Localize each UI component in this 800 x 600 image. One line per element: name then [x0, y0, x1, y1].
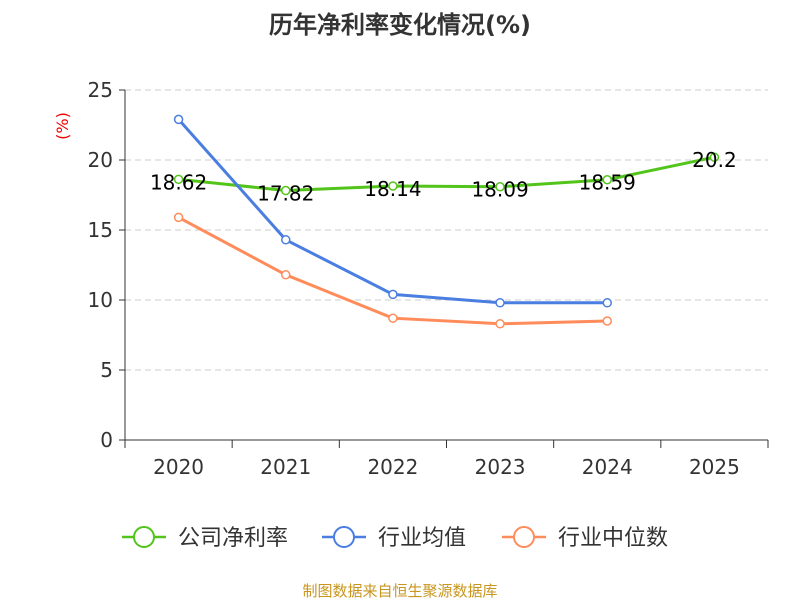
data-point — [388, 289, 398, 300]
data-point — [602, 174, 612, 185]
data-point — [281, 235, 291, 245]
y-tick-label: 15 — [88, 218, 113, 242]
data-point — [602, 316, 612, 326]
data-label: 18.59 — [579, 171, 636, 195]
x-tick-label: 2020 — [153, 455, 204, 479]
y-tick-label: 10 — [88, 288, 113, 312]
y-tick-label: 0 — [100, 428, 113, 452]
x-tick-label: 2024 — [582, 455, 633, 479]
x-tick-label: 2023 — [475, 455, 526, 479]
series-line-2 — [177, 216, 608, 326]
data-point — [281, 185, 291, 196]
x-tick-label: 2022 — [367, 455, 418, 479]
data-label: 17.82 — [257, 182, 314, 206]
data-point — [709, 152, 720, 162]
data-point — [173, 174, 184, 185]
y-tick-label: 20 — [88, 148, 113, 172]
data-point — [495, 319, 505, 329]
data-point — [388, 313, 398, 323]
data-label: 18.09 — [471, 178, 528, 202]
legend-label: 行业均值 — [378, 526, 466, 551]
data-point — [173, 212, 184, 223]
data-label: 20.2 — [692, 148, 737, 172]
legend-label: 公司净利率 — [178, 526, 288, 551]
y-tick-label: 25 — [88, 78, 113, 102]
data-point — [495, 298, 505, 308]
legend-marker — [513, 526, 535, 548]
data-point — [388, 181, 398, 191]
series-line-1 — [177, 118, 608, 305]
legend-marker — [333, 526, 355, 548]
data-point — [281, 270, 291, 280]
data-point — [173, 114, 184, 125]
data-label: 18.14 — [364, 177, 421, 201]
data-point — [495, 181, 505, 192]
x-tick-label: 2021 — [260, 455, 311, 479]
data-point — [602, 298, 612, 308]
y-tick-label: 5 — [100, 358, 113, 382]
legend-marker — [133, 526, 155, 548]
x-tick-label: 2025 — [689, 455, 740, 479]
chart-title: 历年净利率变化情况(%) — [269, 11, 531, 39]
data-label: 18.62 — [150, 170, 207, 194]
series-line-0 — [178, 155, 715, 193]
legend-label: 行业中位数 — [558, 526, 668, 551]
y-axis-unit: (%) — [53, 112, 72, 140]
footer-source: 制图数据来自恒生聚源数据库 — [302, 582, 497, 600]
